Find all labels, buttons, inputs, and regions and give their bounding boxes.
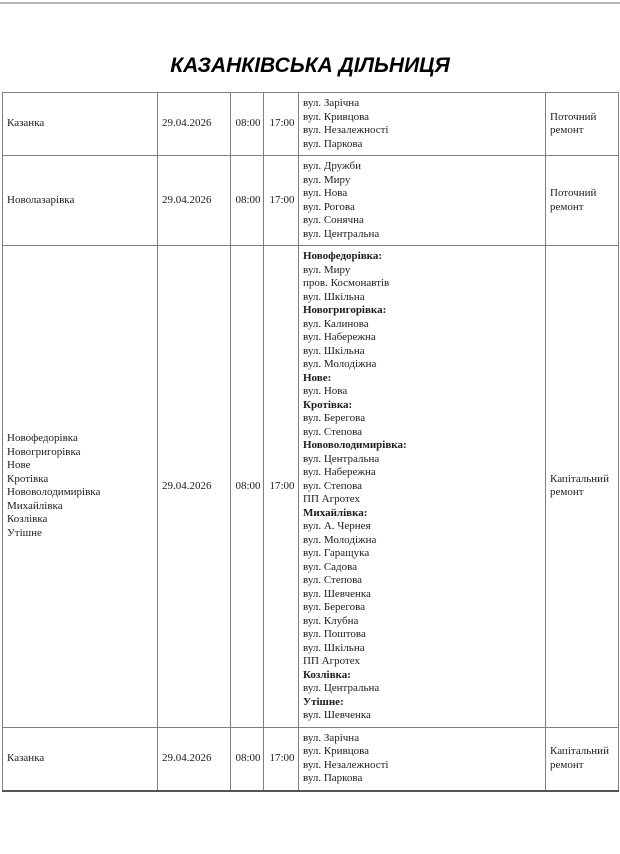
repair-type-cell: Поточний ремонт [545, 155, 619, 246]
street-name: вул. Степова [303, 425, 363, 438]
settlement-name: Михайлівка [7, 499, 63, 512]
street-name: вул. Шевченка [303, 709, 371, 721]
settlement-group-header: Нове: [303, 371, 332, 384]
street-name: вул. Набережна [303, 331, 376, 343]
settlement-cell: Новофедорівка Новогригорівка Нове Кротівка Н… [2, 245, 158, 728]
time-end-cell: 17:00 [263, 245, 299, 728]
street-name: вул. Шевченка [303, 587, 371, 600]
settlement-name: Кротівка [7, 472, 49, 485]
streets-cell: вул. Зарічна вул. Кривцова вул. Незалежнос… [298, 726, 546, 791]
street-name: вул. А. Чернея [303, 520, 371, 532]
street-name: вул. Набережна [303, 466, 376, 478]
street-name: вул. Нова [303, 187, 348, 199]
street-name: вул. Шкільна [303, 641, 365, 654]
street-name: вул. Центральна [303, 227, 380, 240]
street-name: вул. Кривцова [303, 745, 370, 757]
repair-type-cell: Капітальний ремонт [545, 726, 619, 791]
street-name: вул. Калинова [303, 317, 369, 330]
settlement-group-header: Козлівка: [303, 668, 351, 681]
street-name: вул. Берегова [303, 412, 366, 424]
date-cell: 29.04.2026 [157, 245, 231, 728]
street-name: вул. Берегова [303, 601, 366, 613]
table-row: Новолазарівка 29.04.2026 08:00 17:00 вул. Др… [2, 155, 619, 246]
street-name: вул. Паркова [303, 772, 363, 784]
date-cell: 29.04.2026 [157, 155, 231, 246]
repair-type-cell: Капітальний ремонт [545, 245, 619, 728]
time-end-cell: 17:00 [263, 155, 299, 246]
street-name: вул. Миру [303, 263, 351, 276]
repair-type-cell: Поточний ремонт [545, 92, 619, 156]
street-name: вул. Гаращука [303, 547, 370, 559]
settlement-group-header: Михайлівка: [303, 506, 368, 519]
street-name: вул. Шкільна [303, 290, 365, 303]
settlement-name: Новофедорівка [7, 432, 78, 445]
settlement-name: Нововолодимирівка [7, 486, 101, 499]
street-name: вул. Молодіжна [303, 358, 377, 370]
settlement-name: Казанка [7, 751, 45, 764]
streets-cell: вул. Дружби вул. Миру вул. Нова вул. Рогова… [298, 155, 546, 246]
schedule-table-body: Казанка 29.04.2026 08:00 17:00 вул. Зарічна в… [2, 92, 619, 791]
street-name: пров. Космонавтів [303, 277, 390, 289]
street-name: вул. Степова [303, 574, 363, 586]
settlement-name: Утішне [7, 526, 42, 539]
streets-cell: Новофедорівка: вул. Миру пров. Космонавтів… [298, 245, 546, 728]
page-title: КАЗАНКІВСЬКА ДІЛЬНИЦЯ [170, 54, 450, 77]
street-name: вул. Зарічна [303, 731, 360, 744]
settlement-group-header: Кротівка: [303, 398, 353, 411]
time-start-cell: 08:00 [230, 726, 264, 791]
street-name: вул. Миру [303, 173, 351, 186]
settlement-name: Козлівка [7, 513, 48, 526]
time-start-cell: 08:00 [230, 245, 264, 728]
table-row: Казанка 29.04.2026 08:00 17:00 вул. Зарічна в… [2, 92, 619, 156]
street-name: вул. Кривцова [303, 110, 370, 123]
settlement-group-header: Новофедорівка: [303, 250, 383, 262]
street-name: вул. Незалежності [303, 758, 389, 771]
settlement-cell: Казанка [2, 726, 158, 791]
top-divider [0, 2, 620, 4]
street-name: вул. Незалежності [303, 124, 389, 136]
street-name: вул. Дружби [303, 160, 361, 172]
street-name: вул. Паркова [303, 137, 363, 150]
street-name: ПП Агротех [303, 493, 360, 505]
street-name: вул. Центральна [303, 452, 380, 465]
settlement-cell: Новолазарівка [2, 155, 158, 246]
street-name: вул. Садова [303, 560, 358, 573]
settlement-group-header: Утішне: [303, 695, 344, 708]
street-name: вул. Поштова [303, 628, 366, 640]
schedule-table: Казанка 29.04.2026 08:00 17:00 вул. Зарічна в… [2, 92, 619, 792]
settlement-cell: Казанка [2, 92, 158, 156]
settlement-group-header: Нововолодимирівка: [303, 439, 407, 451]
settlement-name: Новолазарівка [7, 193, 75, 206]
street-name: ПП Агротех [303, 655, 360, 667]
date-cell: 29.04.2026 [157, 92, 231, 156]
settlement-name: Нове [7, 459, 31, 472]
street-name: вул. Клубна [303, 614, 359, 627]
street-name: вул. Зарічна [303, 97, 360, 109]
street-name: вул. Центральна [303, 682, 380, 694]
street-name: вул. Сонячна [303, 214, 364, 226]
time-start-cell: 08:00 [230, 92, 264, 156]
settlement-name: Новогригорівка [7, 445, 81, 458]
table-row: Новофедорівка Новогригорівка Нове Кротівка Н… [2, 245, 619, 728]
settlement-group-header: Новогригорівка: [303, 304, 387, 316]
street-name: вул. Рогова [303, 200, 355, 213]
street-name: вул. Степова [303, 479, 363, 492]
time-end-cell: 17:00 [263, 92, 299, 156]
time-end-cell: 17:00 [263, 726, 299, 791]
streets-cell: вул. Зарічна вул. Кривцова вул. Незалежнос… [298, 92, 546, 156]
street-name: вул. Шкільна [303, 344, 365, 357]
street-name: вул. Нова [303, 385, 348, 397]
settlement-name: Казанка [7, 117, 45, 130]
street-name: вул. Молодіжна [303, 533, 377, 546]
table-row: Казанка 29.04.2026 08:00 17:00 вул. Зарічна в… [2, 726, 619, 791]
time-start-cell: 08:00 [230, 155, 264, 246]
date-cell: 29.04.2026 [157, 726, 231, 791]
